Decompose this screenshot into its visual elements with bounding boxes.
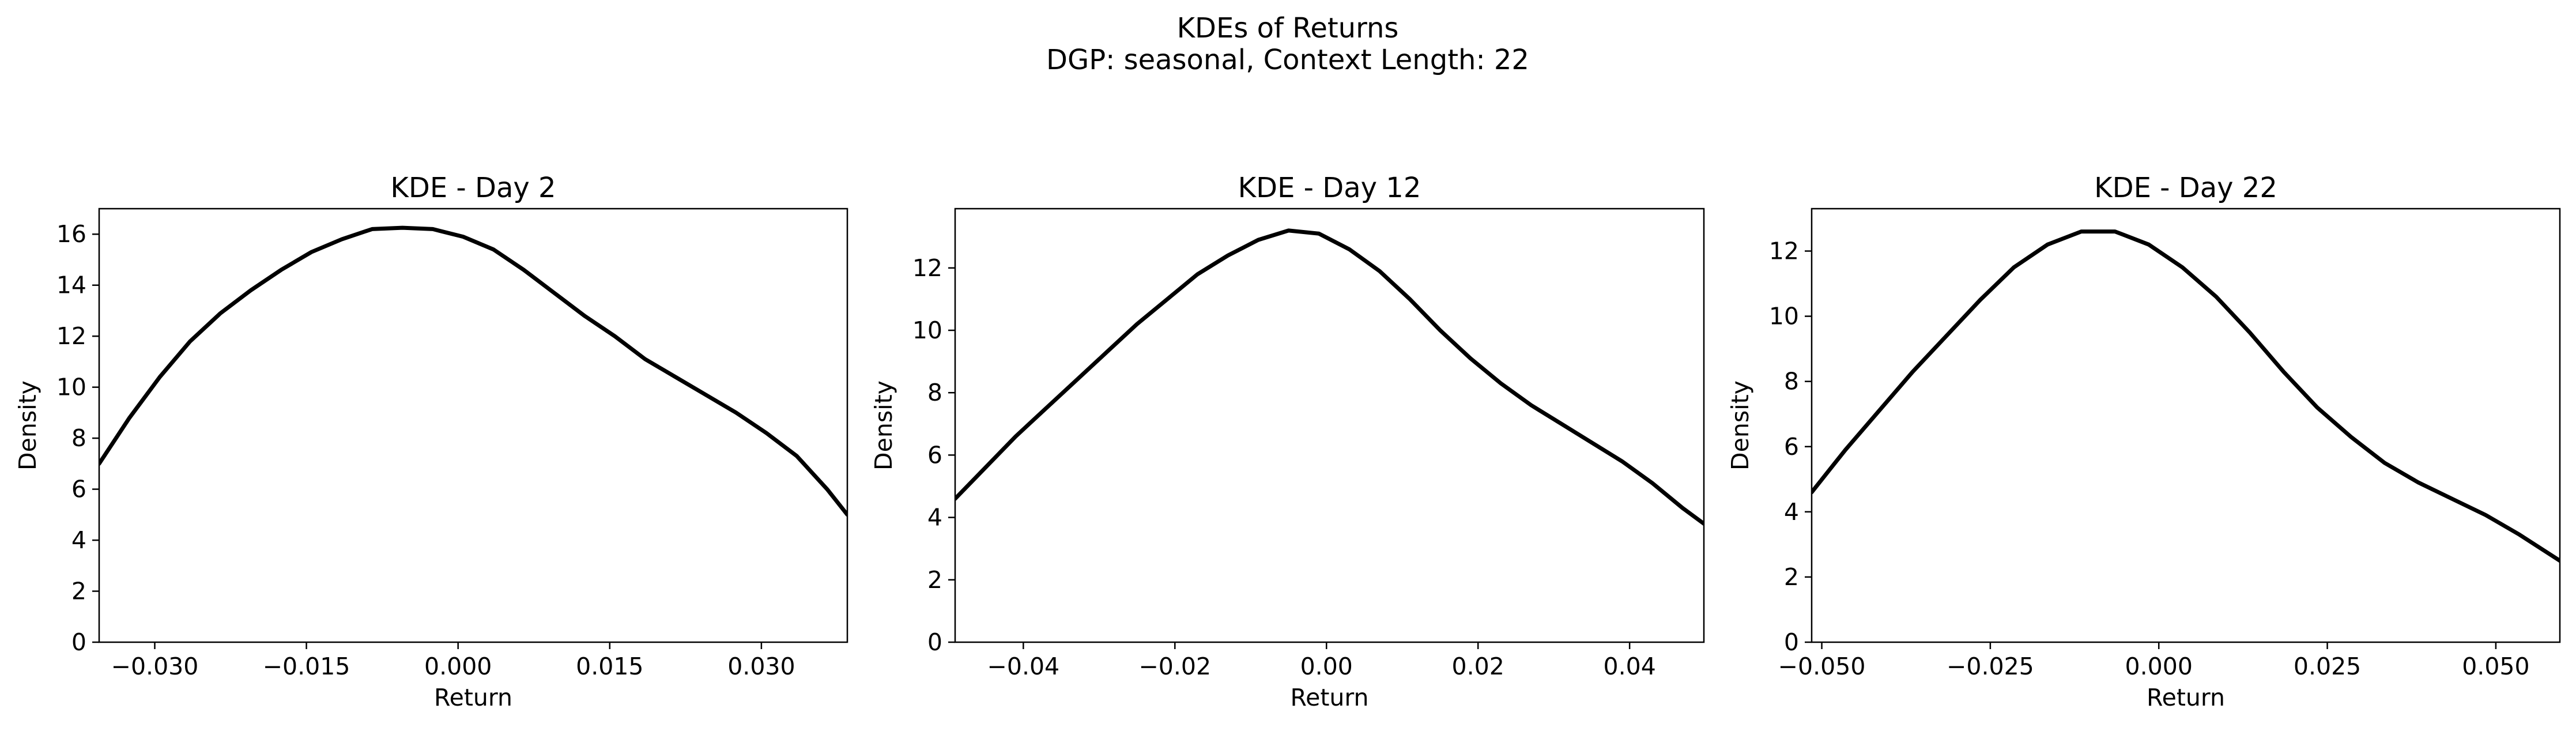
figure-title-line1: KDEs of Returns — [1177, 12, 1399, 44]
y-tick-label: 8 — [71, 424, 86, 452]
y-tick-label: 10 — [1769, 303, 1799, 330]
y-tick-label: 14 — [56, 272, 86, 299]
y-tick-label: 16 — [56, 220, 86, 248]
y-tick-label: 10 — [56, 374, 86, 401]
chart-panel-day-12: KDE - Day 12 −0.04 −0.02 0.00 0.02 0.04 0 2 4 6 8 1… — [870, 172, 1705, 711]
axes-frame — [1811, 208, 2561, 643]
y-tick-label: 10 — [912, 316, 942, 344]
x-tick-label: −0.04 — [987, 653, 1060, 680]
y-tick-label: 12 — [56, 322, 86, 350]
y-tick-label: 6 — [1784, 433, 1799, 461]
panel-title: KDE - Day 12 — [1238, 172, 1421, 204]
y-tick-label: 8 — [1784, 368, 1799, 395]
x-tick-label: 0.050 — [2462, 653, 2529, 680]
axes-frame — [954, 208, 1705, 643]
x-tick-label: −0.025 — [1947, 653, 2034, 680]
x-axis-label: Return — [1290, 684, 1368, 711]
y-tick-label: 6 — [927, 441, 942, 469]
y-axis-label: Density — [870, 380, 897, 470]
kde-density-line — [1812, 229, 2560, 563]
y-tick-label: 0 — [71, 628, 86, 656]
chart-panel-day-22: KDE - Day 22 −0.050 −0.025 0.000 0.025 0.050 0… — [1726, 172, 2561, 711]
x-axis-label: Return — [2147, 684, 2225, 711]
y-tick-label: 0 — [927, 628, 942, 656]
y-tick-label: 8 — [927, 379, 942, 406]
y-tick-label: 12 — [912, 254, 942, 282]
y-axis-label: Density — [14, 380, 42, 470]
y-tick-label: 4 — [927, 504, 942, 532]
y-tick-label: 2 — [1784, 563, 1799, 591]
y-tick-label: 4 — [71, 526, 86, 554]
x-tick-label: −0.02 — [1138, 653, 1211, 680]
x-tick-label: 0.04 — [1604, 653, 1656, 680]
x-tick-label: 0.000 — [424, 653, 492, 680]
x-tick-label: 0.015 — [576, 653, 643, 680]
x-axis-label: Return — [434, 684, 512, 711]
axes-frame — [98, 208, 848, 643]
y-tick-label: 2 — [927, 566, 942, 594]
x-tick-label: 0.000 — [2125, 653, 2193, 680]
kde-density-line — [99, 225, 847, 517]
y-tick-label: 12 — [1769, 238, 1799, 265]
x-tick-label: 0.030 — [727, 653, 795, 680]
x-tick-label: −0.050 — [1778, 653, 1866, 680]
panel-title: KDE - Day 2 — [390, 172, 556, 204]
panel-title: KDE - Day 22 — [2094, 172, 2277, 204]
kde-density-line — [955, 228, 1704, 526]
y-tick-label: 6 — [71, 476, 86, 503]
y-tick-label: 0 — [1784, 628, 1799, 656]
figure-title-line2: DGP: seasonal, Context Length: 22 — [1046, 44, 1529, 76]
y-axis-label: Density — [1726, 380, 1754, 470]
y-tick-label: 4 — [1784, 498, 1799, 526]
x-tick-label: −0.015 — [263, 653, 350, 680]
x-tick-label: 0.02 — [1452, 653, 1504, 680]
chart-panel-day-2: KDE - Day 2 −0.030 −0.015 0.000 0.015 0.030 0 2… — [14, 172, 848, 711]
y-tick-label: 2 — [71, 578, 86, 605]
x-tick-label: −0.030 — [111, 653, 199, 680]
x-tick-label: 0.00 — [1300, 653, 1353, 680]
x-tick-label: 0.025 — [2294, 653, 2361, 680]
